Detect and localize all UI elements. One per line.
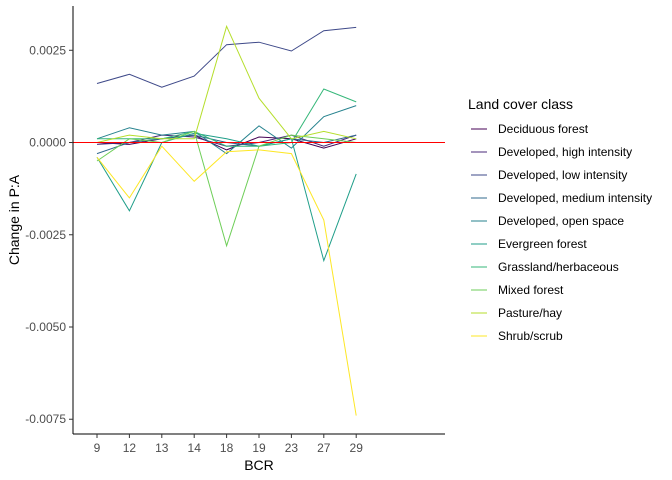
x-tick-label: 12 [123, 441, 137, 455]
series-line-7 [96, 130, 357, 248]
y-axis-ticks: 0.0025 0.0000 -0.0025 -0.0050 -0.0075 [25, 43, 73, 426]
legend-label: Developed, medium intensity [498, 191, 652, 205]
x-tick-label: 23 [285, 441, 299, 455]
y-tick-label: -0.0050 [25, 320, 66, 334]
legend: Land cover class Deciduous forest Develop… [468, 96, 652, 343]
legend-label: Mixed forest [498, 283, 564, 297]
x-axis-title: BCR [244, 457, 274, 473]
x-tick-label: 14 [188, 441, 202, 455]
legend-label: Shrub/scrub [498, 329, 563, 343]
y-tick-label: -0.0025 [25, 228, 66, 242]
legend-title: Land cover class [468, 96, 573, 112]
legend-label: Pasture/hay [498, 306, 562, 320]
legend-label: Grassland/herbaceous [498, 260, 619, 274]
x-axis-ticks: 9 12 13 14 18 19 23 27 29 [94, 434, 364, 455]
y-axis-title: Change in P:A [6, 174, 22, 265]
y-tick-label: 0.0000 [29, 136, 66, 150]
plot-area [73, 24, 445, 416]
legend-label: Developed, high intensity [498, 145, 632, 159]
y-tick-label: -0.0075 [25, 412, 66, 426]
series-line-2 [96, 26, 357, 88]
series-line-5 [96, 132, 357, 263]
y-tick-label: 0.0025 [29, 43, 66, 57]
x-tick-label: 18 [220, 441, 234, 455]
legend-label: Developed, open space [498, 214, 624, 228]
series-line-8 [96, 24, 357, 143]
legend-label: Developed, low intensity [498, 168, 627, 182]
x-tick-label: 13 [155, 441, 169, 455]
series-line-6 [97, 88, 357, 147]
x-tick-label: 29 [350, 441, 364, 455]
legend-label: Evergreen forest [498, 237, 587, 251]
series-line-1 [96, 134, 357, 147]
series-line-9 [96, 145, 357, 416]
series-line-4 [96, 105, 357, 155]
x-tick-label: 9 [94, 441, 101, 455]
legend-label: Deciduous forest [498, 122, 589, 136]
x-tick-label: 19 [252, 441, 266, 455]
x-tick-label: 27 [317, 441, 331, 455]
